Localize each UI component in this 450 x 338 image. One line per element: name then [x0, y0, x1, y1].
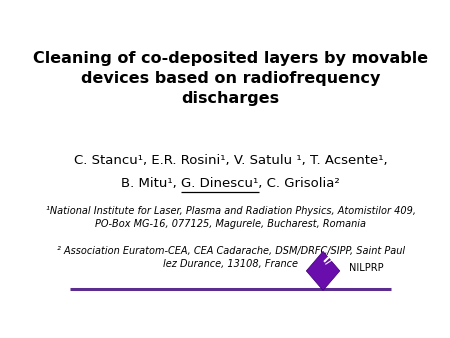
Text: ¹National Institute for Laser, Plasma and Radiation Physics, Atomistilor 409,
PO: ¹National Institute for Laser, Plasma an… [45, 206, 416, 228]
Text: Cleaning of co-deposited layers by movable
devices based on radiofrequency
disch: Cleaning of co-deposited layers by movab… [33, 51, 428, 105]
Text: ² Association Euratom-CEA, CEA Cadarache, DSM/DRFC/SIPP, Saint Paul
lez Durance,: ² Association Euratom-CEA, CEA Cadarache… [57, 246, 405, 269]
Text: C. Stancu¹, E.R. Rosini¹, V. Satulu ¹, T. Acsente¹,: C. Stancu¹, E.R. Rosini¹, V. Satulu ¹, T… [74, 154, 387, 167]
Text: NILPRP: NILPRP [348, 263, 383, 273]
Text: B. Mitu¹, G. Dinescu¹, C. Grisolia²: B. Mitu¹, G. Dinescu¹, C. Grisolia² [121, 177, 340, 190]
Polygon shape [306, 251, 340, 290]
